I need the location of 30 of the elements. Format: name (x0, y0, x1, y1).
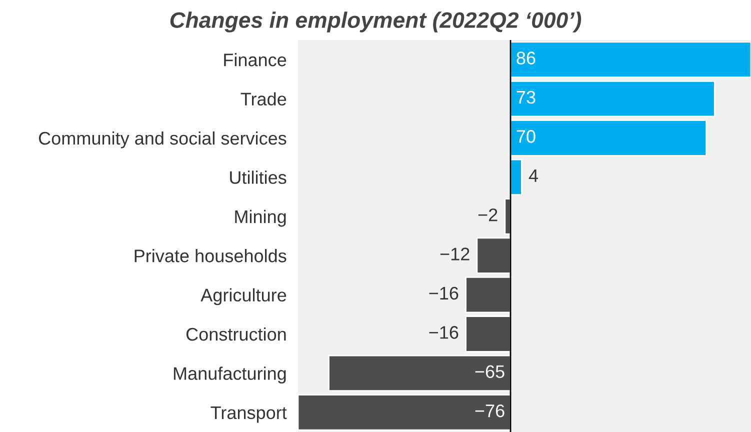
bar (510, 80, 716, 118)
y-tick-label: Finance (224, 53, 286, 66)
y-tick-label: Manufacturing (174, 366, 286, 384)
data-label: −16 (429, 286, 458, 300)
data-label: 73 (516, 90, 536, 104)
bar (476, 237, 512, 274)
bar (465, 276, 512, 314)
data-label: 4 (528, 169, 538, 182)
y-tick-label: Mining (235, 210, 286, 227)
data-label: 86 (516, 52, 536, 64)
bar (510, 120, 707, 156)
y-tick-label: Private households (134, 249, 286, 262)
data-label: 70 (516, 130, 536, 143)
data-label: −65 (475, 365, 504, 378)
y-tick-label: Utilities (230, 170, 286, 184)
bar (328, 354, 512, 392)
y-tick-label: Construction (186, 327, 286, 341)
bar (298, 394, 512, 431)
data-label: −12 (440, 248, 470, 260)
y-tick-label: Trade (240, 92, 286, 106)
bar (510, 158, 522, 196)
bar (465, 316, 512, 352)
y-tick-label: Community and social services (38, 131, 286, 148)
data-label: −76 (475, 404, 504, 418)
bar (510, 41, 751, 78)
y-tick-label: Agriculture (200, 288, 286, 306)
y-tick-label: Transport (210, 406, 287, 423)
data-label: −16 (429, 326, 458, 339)
data-label: −2 (478, 208, 498, 222)
chart-title: Changes in employment (2022Q2 ‘000’) (170, 12, 582, 32)
